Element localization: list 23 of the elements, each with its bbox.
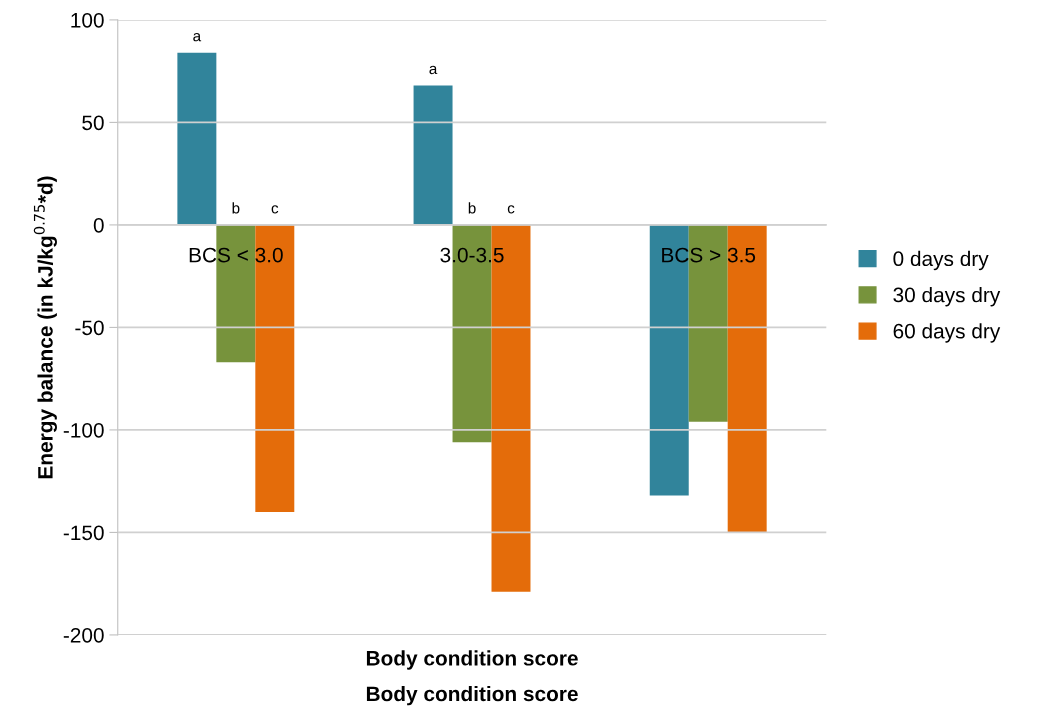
annotation: a	[429, 65, 438, 75]
y-tick-label: 0	[93, 217, 104, 233]
annotation: b	[468, 202, 476, 214]
y-axis-title: Energy balance (in kJ/kg$^{0.75}$*d)	[33, 176, 57, 479]
y-tick-label: 100	[71, 12, 104, 28]
annotation: b	[232, 202, 240, 214]
y-tick-label: 50	[82, 115, 104, 131]
y-tick-label: -150	[63, 525, 104, 541]
bar	[413, 85, 453, 225]
bar	[177, 52, 217, 225]
x-axis-title: Body condition score	[366, 650, 578, 670]
text: Body condition score	[366, 685, 578, 706]
legend-label: 30 days dry	[893, 287, 1001, 307]
y-tick-label: -50	[75, 320, 104, 336]
y-tick-label: -200	[63, 627, 104, 643]
annotation: a	[193, 32, 202, 42]
legend-label: 60 days dry	[893, 323, 1001, 343]
y-tick-label: -100	[63, 422, 104, 438]
annotation: c	[507, 205, 515, 214]
legend-label: 0 days dry	[893, 250, 989, 271]
bar	[727, 224, 767, 533]
annotation: c	[271, 205, 279, 214]
bar	[255, 224, 295, 512]
